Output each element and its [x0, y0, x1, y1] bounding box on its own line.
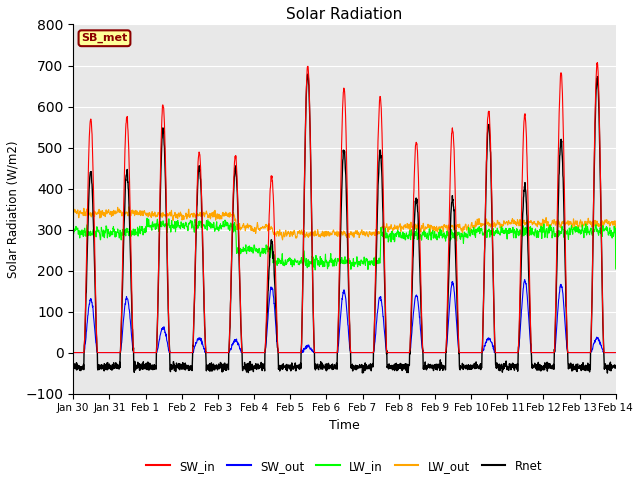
SW_in — [593, 60, 601, 65]
Rnet — [612, 364, 620, 370]
SW_in — [360, 350, 368, 356]
Rnet — [502, 358, 510, 364]
LW_out — [502, 219, 510, 225]
LW_in — [69, 270, 77, 276]
Rnet — [69, 370, 77, 376]
SW_in — [372, 257, 380, 263]
SW_out — [521, 277, 529, 283]
Line: Rnet: Rnet — [73, 74, 616, 373]
SW_out — [579, 350, 587, 356]
LW_out — [579, 223, 587, 229]
LW_out — [69, 258, 77, 264]
LW_in — [143, 215, 151, 221]
LW_out — [372, 227, 380, 232]
Rnet — [221, 361, 228, 367]
SW_out — [564, 350, 572, 356]
SW_out — [612, 350, 620, 356]
Rnet — [579, 360, 587, 366]
Legend: SW_in, SW_out, LW_in, LW_out, Rnet: SW_in, SW_out, LW_in, LW_out, Rnet — [141, 455, 547, 477]
Line: LW_in: LW_in — [73, 218, 616, 273]
Rnet — [372, 266, 380, 272]
Rnet — [564, 360, 572, 365]
LW_in — [372, 261, 380, 266]
LW_out — [125, 204, 132, 210]
SW_in — [612, 350, 620, 356]
SW_in — [502, 350, 509, 356]
Rnet — [304, 71, 312, 77]
SW_in — [69, 350, 77, 356]
LW_in — [579, 228, 587, 234]
Line: SW_in: SW_in — [73, 62, 616, 353]
Line: LW_out: LW_out — [73, 207, 616, 267]
X-axis label: Time: Time — [329, 419, 360, 432]
Y-axis label: Solar Radiation (W/m2): Solar Radiation (W/m2) — [7, 140, 20, 278]
LW_in — [221, 224, 228, 229]
SW_in — [221, 350, 228, 356]
SW_out — [502, 350, 509, 356]
LW_out — [221, 212, 228, 217]
LW_out — [564, 218, 572, 224]
SW_in — [564, 350, 572, 356]
Rnet — [360, 363, 368, 369]
LW_in — [612, 266, 620, 272]
LW_in — [360, 254, 368, 260]
Text: SB_met: SB_met — [81, 33, 127, 43]
Line: SW_out: SW_out — [73, 280, 616, 353]
Title: Solar Radiation: Solar Radiation — [286, 7, 403, 22]
SW_in — [579, 350, 587, 356]
SW_out — [69, 350, 77, 356]
SW_out — [372, 331, 380, 336]
SW_out — [221, 350, 228, 356]
LW_in — [564, 232, 572, 238]
SW_out — [360, 350, 368, 356]
LW_out — [612, 264, 620, 270]
LW_in — [502, 226, 510, 232]
LW_out — [360, 232, 368, 238]
